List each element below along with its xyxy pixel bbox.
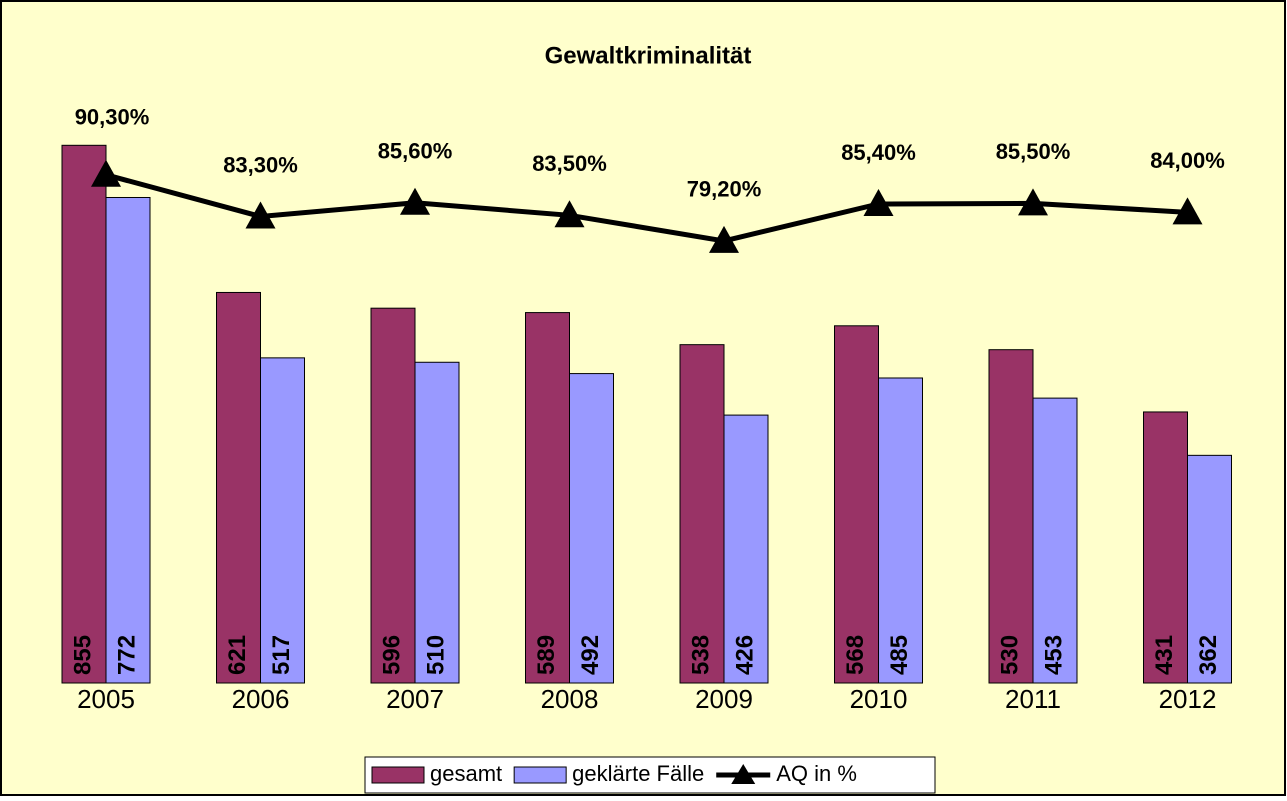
line-value-label: 84,00% xyxy=(1150,148,1225,173)
bar xyxy=(61,144,107,684)
line-marker xyxy=(709,225,739,253)
bar xyxy=(525,312,570,684)
bar-value-label: 621 xyxy=(224,635,251,675)
legend-label: AQ in % xyxy=(776,761,857,786)
bar-value-label: 453 xyxy=(1040,635,1067,675)
line-marker xyxy=(245,201,276,229)
line-value-label: 85,40% xyxy=(841,140,916,165)
bar xyxy=(878,377,923,684)
bar-value-label: 568 xyxy=(842,635,869,675)
line-value-label: 90,30% xyxy=(75,105,150,130)
bar xyxy=(988,349,1034,684)
line-value-label: 83,30% xyxy=(223,152,298,177)
line-value-label: 85,60% xyxy=(378,139,453,164)
bar-value-label: 538 xyxy=(687,635,714,675)
bar xyxy=(1143,411,1188,684)
line-marker xyxy=(91,159,121,187)
bar xyxy=(260,357,305,684)
bar xyxy=(370,307,416,684)
legend-box xyxy=(364,756,936,794)
bar xyxy=(105,196,151,684)
bar-value-label: 596 xyxy=(378,635,405,675)
x-tick-label: 2009 xyxy=(695,684,753,714)
bar xyxy=(1032,397,1078,684)
bar-value-label: 589 xyxy=(533,635,560,675)
x-tick-label: 2008 xyxy=(541,684,599,714)
bar-value-label: 431 xyxy=(1151,635,1178,675)
bar-value-label: 362 xyxy=(1195,635,1222,675)
line-marker xyxy=(554,200,585,228)
bar-value-label: 517 xyxy=(268,635,295,675)
legend-label: gesamt xyxy=(430,761,502,786)
x-tick-label: 2011 xyxy=(1005,684,1061,714)
x-tick-label: 2005 xyxy=(77,684,135,714)
legend-label: geklärte Fälle xyxy=(572,761,704,786)
line-value-label: 85,50% xyxy=(996,139,1071,164)
bar-value-label: 855 xyxy=(69,635,96,675)
line-value-label: 79,20% xyxy=(687,177,762,202)
bar-value-label: 485 xyxy=(886,635,913,675)
legend-swatch xyxy=(371,766,425,784)
bar xyxy=(569,373,614,684)
legend-swatch xyxy=(513,766,567,784)
x-tick-label: 2007 xyxy=(386,684,444,714)
x-tick-label: 2012 xyxy=(1159,684,1217,714)
legend-swatch xyxy=(731,764,756,784)
x-tick-label: 2006 xyxy=(232,684,290,714)
bar-value-label: 772 xyxy=(113,635,140,675)
bar xyxy=(414,361,460,684)
line-marker xyxy=(863,188,894,216)
chart-title: Gewaltkriminalität xyxy=(545,42,752,69)
bar-value-label: 530 xyxy=(996,635,1023,675)
bar xyxy=(834,325,879,684)
bar xyxy=(1187,454,1232,684)
line-marker xyxy=(1172,197,1203,225)
bar-value-label: 492 xyxy=(577,635,604,675)
x-tick-label: 2010 xyxy=(850,684,908,714)
line-marker xyxy=(400,187,430,215)
bar xyxy=(679,344,725,684)
bar xyxy=(216,291,261,684)
line-marker xyxy=(1018,188,1048,216)
line xyxy=(105,172,1188,244)
line-value-label: 83,50% xyxy=(532,151,607,176)
bar xyxy=(723,414,769,684)
bar-value-label: 426 xyxy=(731,635,758,675)
bar-value-label: 510 xyxy=(422,635,449,675)
